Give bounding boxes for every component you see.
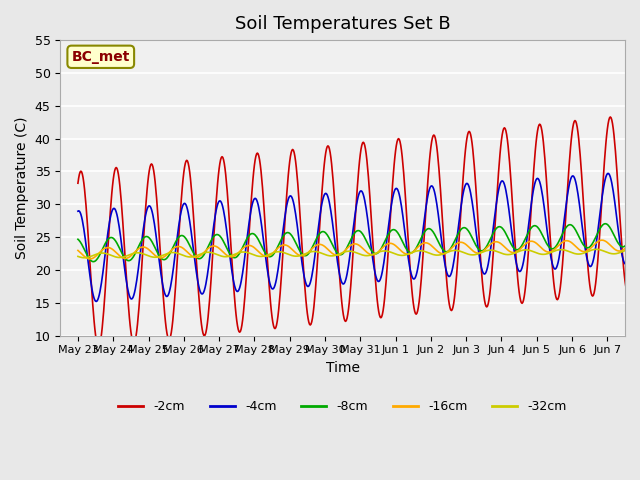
-16cm [294, 252, 301, 257]
-8cm [90, 259, 97, 264]
-4cm [294, 227, 301, 233]
-16cm [634, 237, 640, 242]
-32cm [451, 248, 458, 253]
X-axis label: Time: Time [326, 361, 360, 375]
-4cm [74, 208, 82, 214]
-32cm [273, 249, 280, 255]
-4cm [451, 255, 458, 261]
-8cm [419, 232, 427, 238]
-8cm [273, 247, 280, 252]
Text: BC_met: BC_met [72, 50, 130, 64]
-8cm [638, 220, 640, 226]
-16cm [638, 239, 640, 244]
-16cm [141, 244, 148, 250]
Line: -32cm: -32cm [78, 249, 640, 258]
-16cm [74, 248, 82, 253]
-8cm [637, 220, 640, 226]
-2cm [638, 129, 640, 135]
-16cm [244, 242, 252, 248]
-32cm [294, 253, 301, 259]
-16cm [419, 240, 427, 246]
Title: Soil Temperatures Set B: Soil Temperatures Set B [235, 15, 451, 33]
-32cm [81, 255, 88, 261]
-16cm [451, 242, 458, 248]
-32cm [244, 250, 252, 256]
-8cm [244, 233, 252, 239]
-4cm [638, 169, 640, 175]
Y-axis label: Soil Temperature (C): Soil Temperature (C) [15, 117, 29, 259]
-2cm [273, 323, 280, 328]
-4cm [244, 224, 252, 229]
-2cm [607, 114, 614, 120]
-2cm [244, 240, 252, 245]
Legend: -2cm, -4cm, -8cm, -16cm, -32cm: -2cm, -4cm, -8cm, -16cm, -32cm [113, 395, 572, 418]
-2cm [451, 295, 458, 301]
-32cm [419, 248, 427, 254]
-4cm [92, 299, 100, 304]
-4cm [141, 216, 148, 222]
-32cm [141, 252, 148, 257]
-32cm [628, 246, 636, 252]
-2cm [95, 344, 102, 349]
Line: -4cm: -4cm [78, 172, 640, 301]
-2cm [74, 180, 82, 186]
-8cm [294, 244, 301, 250]
-16cm [273, 247, 280, 252]
Line: -16cm: -16cm [78, 240, 640, 259]
-2cm [419, 256, 427, 262]
-8cm [141, 234, 148, 240]
-32cm [74, 253, 82, 259]
-16cm [86, 256, 93, 262]
Line: -2cm: -2cm [78, 117, 640, 347]
-4cm [273, 276, 280, 282]
-2cm [294, 181, 301, 187]
-32cm [638, 249, 640, 255]
-8cm [451, 239, 458, 244]
-4cm [419, 229, 427, 235]
-8cm [74, 236, 82, 242]
-2cm [141, 216, 148, 222]
Line: -8cm: -8cm [78, 223, 640, 262]
